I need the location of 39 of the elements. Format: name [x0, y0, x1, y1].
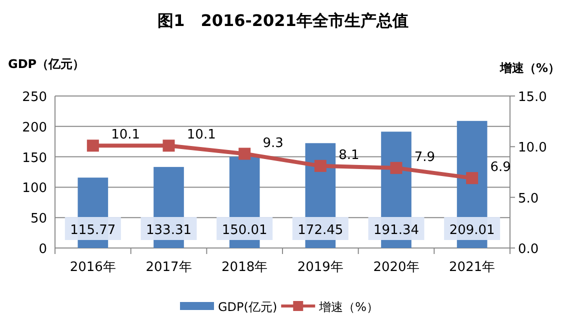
point [390, 162, 402, 174]
legend-label: GDP(亿元) [218, 300, 278, 314]
chart-title: 图1 2016-2021年全市生产总值 [158, 11, 408, 30]
y-tick-label: 250 [22, 90, 47, 105]
data-label: 10.1 [186, 128, 216, 143]
data-label: 7.9 [414, 150, 436, 165]
data-label: 172.45 [298, 223, 344, 238]
legend-label: 增速（%） [318, 300, 379, 314]
x-tick-label: 2016年 [70, 260, 116, 275]
y2-tick-label: 15.0 [518, 90, 547, 105]
y-tick-label: 150 [22, 150, 47, 166]
data-label: 6.9 [490, 160, 511, 176]
y2-tick-label: 10.0 [518, 140, 547, 156]
point [466, 172, 478, 184]
data-label: 10.1 [111, 128, 140, 143]
data-label: 133.31 [146, 223, 192, 238]
y-axis-title: GDP（亿元） [8, 57, 85, 71]
x-tick-label: 2017年 [146, 260, 192, 275]
data-label: 209.01 [449, 223, 495, 238]
y2-axis-title: 增速（%） [498, 61, 560, 75]
point [314, 160, 326, 172]
y-tick-label: 0 [38, 242, 47, 257]
data-label: 9.3 [262, 136, 284, 151]
data-label: 8.1 [338, 148, 360, 163]
x-tick-label: 2020年 [373, 260, 420, 275]
x-tick-label: 2019年 [297, 260, 344, 275]
y2-tick-label: 5.0 [518, 191, 539, 206]
point [162, 140, 175, 152]
x-tick-label: 2021年 [449, 260, 496, 275]
y-tick-label: 200 [22, 120, 47, 136]
data-label: 150.01 [222, 223, 268, 238]
y-tick-label: 50 [30, 212, 47, 227]
point [238, 148, 251, 160]
data-label: 115.77 [70, 223, 116, 238]
point [86, 140, 99, 152]
data-label: 191.34 [374, 223, 419, 238]
y-tick-label: 100 [22, 181, 47, 196]
y2-tick-label: 0.0 [518, 242, 539, 257]
x-tick-label: 2018年 [222, 260, 268, 275]
